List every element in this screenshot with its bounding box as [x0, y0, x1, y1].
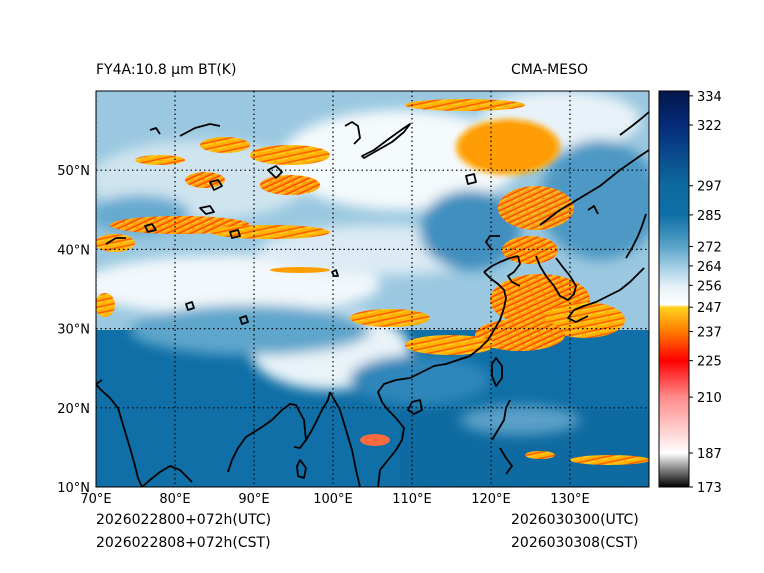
colorbar-label: 247	[697, 301, 722, 316]
colorbar-label: 264	[697, 260, 722, 275]
lat-tick-label: 20°N	[57, 402, 90, 417]
init-time-utc: 2026022800+072h(UTC)	[96, 512, 272, 528]
colorbar-label: 187	[697, 447, 722, 462]
valid-time-utc: 2026030300(UTC)	[511, 512, 639, 528]
lat-tick-label: 40°N	[57, 243, 90, 258]
colorbar-gradient	[659, 91, 689, 487]
lon-tick-label: 110°E	[392, 492, 432, 507]
lon-tick-label: 70°E	[80, 492, 111, 507]
lat-tick-label: 30°N	[57, 323, 90, 338]
lat-tick-label: 10°N	[57, 481, 90, 496]
colorbar-label: 322	[697, 119, 722, 134]
colorbar-label: 272	[697, 240, 722, 255]
colorbar-label: 210	[697, 391, 722, 406]
map-frame	[95, 90, 650, 488]
lat-tick-label: 50°N	[57, 164, 90, 179]
colorbar-label: 297	[697, 180, 722, 195]
colorbar-label: 173	[697, 481, 722, 496]
map-title: FY4A:10.8 μm BT(K)	[96, 62, 237, 78]
colorbar-label: 225	[697, 355, 722, 370]
colorbar-label: 237	[697, 326, 722, 341]
colorbar-frame	[658, 90, 690, 488]
colorbar-label: 285	[697, 209, 722, 224]
init-time-cst: 2026022808+072h(CST)	[96, 535, 271, 551]
lon-tick-label: 100°E	[313, 492, 353, 507]
lon-tick-label: 120°E	[471, 492, 511, 507]
colorbar-label: 334	[697, 90, 722, 105]
colorbar-label: 256	[697, 279, 722, 294]
lon-tick-label: 80°E	[159, 492, 190, 507]
lon-tick-label: 90°E	[238, 492, 269, 507]
model-name: CMA-MESO	[511, 62, 589, 78]
valid-time-cst: 2026030308(CST)	[511, 535, 639, 551]
lon-tick-label: 130°E	[550, 492, 590, 507]
